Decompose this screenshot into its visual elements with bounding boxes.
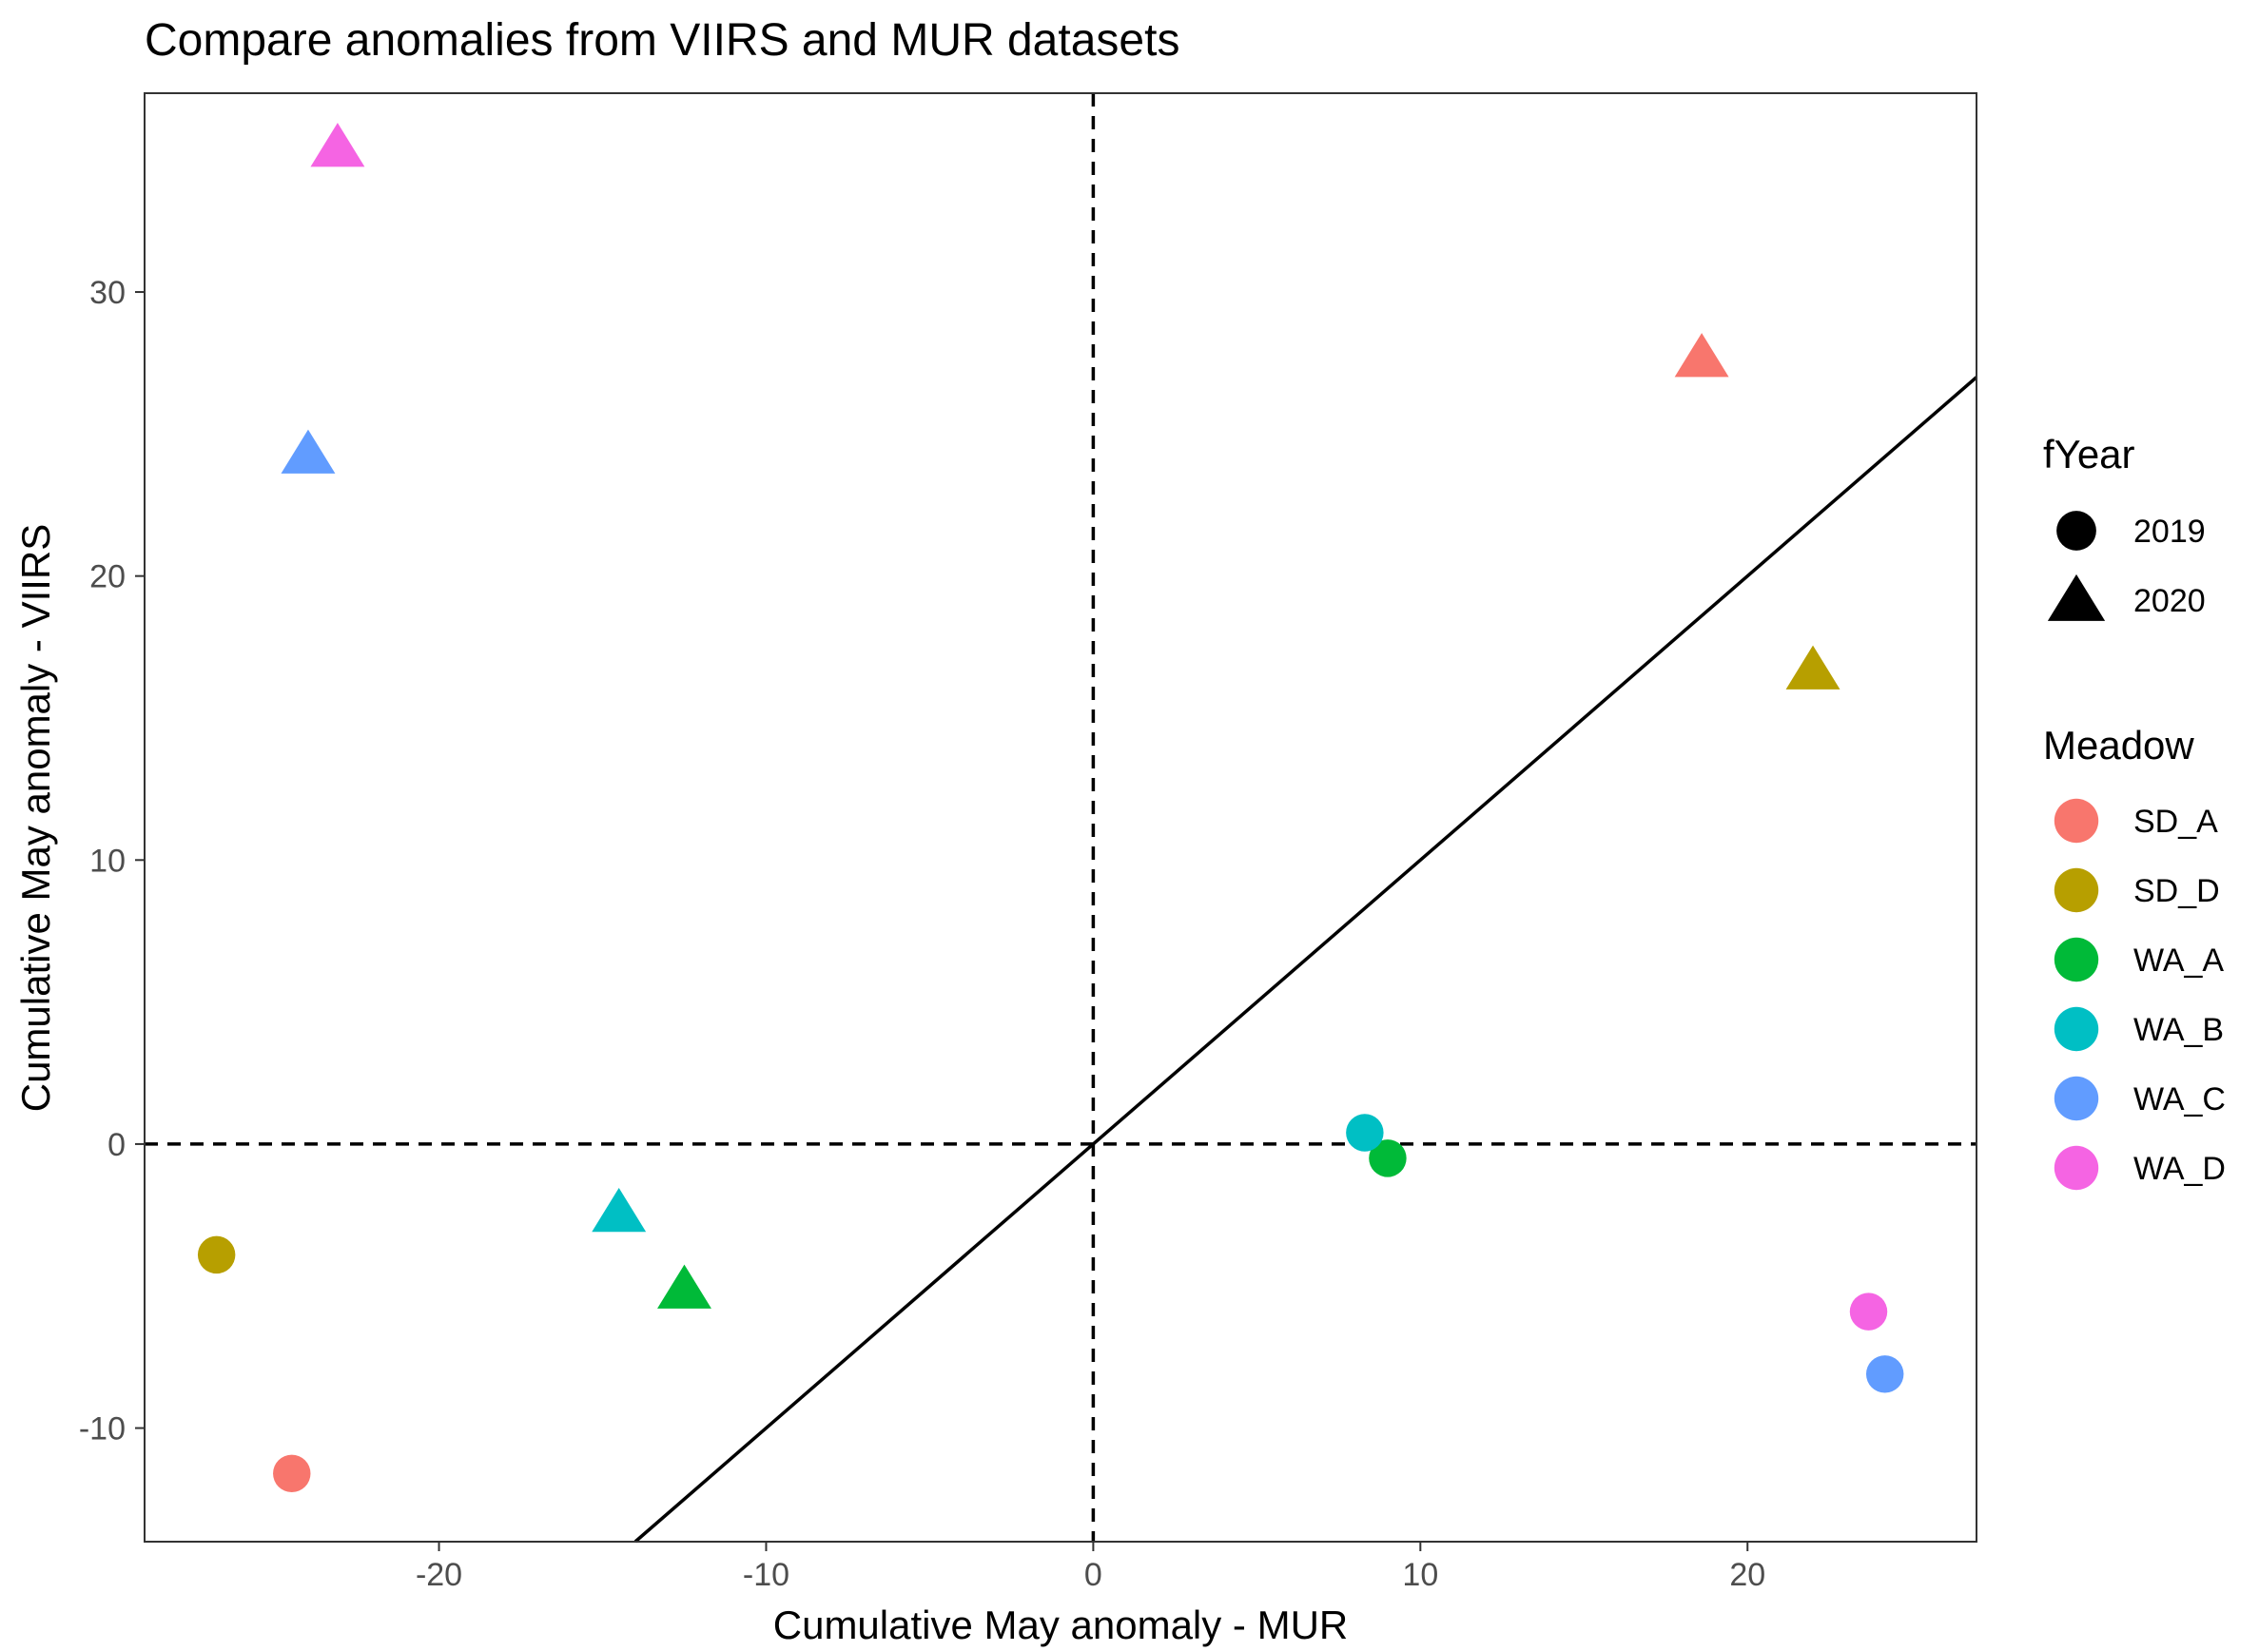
legend-label-sd-a: SD_A <box>2133 804 2218 840</box>
x-tick-label: 20 <box>1729 1557 1765 1593</box>
legend-label-wa-d: WA_D <box>2133 1151 2226 1187</box>
legend-label-2019: 2019 <box>2133 514 2206 550</box>
point-wa-a-2020 <box>657 1264 711 1309</box>
point-wa-a-2019 <box>1369 1139 1407 1177</box>
legend-key-wa-d <box>2054 1145 2099 1191</box>
plot-panel <box>145 93 1977 1542</box>
plot-border <box>144 92 1977 1543</box>
y-tick-label: 10 <box>89 843 126 879</box>
legend-label-2020: 2020 <box>2133 583 2206 619</box>
legend-label-wa-b: WA_B <box>2133 1012 2224 1048</box>
point-sd-d-2019 <box>197 1235 236 1274</box>
legend-key-wa-a <box>2054 937 2099 982</box>
identity-line <box>633 376 1978 1544</box>
legend-label-wa-a: WA_A <box>2133 943 2224 979</box>
legend-title-meadow: Meadow <box>2043 723 2194 768</box>
chart-title: Compare anomalies from VIIRS and MUR dat… <box>145 15 1179 66</box>
x-tick-label: 10 <box>1402 1557 1438 1593</box>
legend-key-2019 <box>2056 511 2096 551</box>
point-wa-d-2020 <box>310 123 365 167</box>
x-tick-label: -20 <box>416 1557 462 1593</box>
y-tick-label: -10 <box>79 1411 126 1448</box>
x-tick-label: -10 <box>743 1557 789 1593</box>
legend-label-sd-d: SD_D <box>2133 873 2220 909</box>
point-wa-d-2019 <box>1849 1292 1888 1331</box>
point-sd-a-2020 <box>1674 333 1729 378</box>
point-wa-c-2019 <box>1865 1355 1904 1393</box>
legend-key-2020 <box>2047 573 2106 621</box>
reference-lines <box>145 93 1978 1544</box>
legend-label-wa-c: WA_C <box>2133 1081 2226 1118</box>
point-wa-b-2019 <box>1346 1114 1384 1152</box>
x-axis-title: Cumulative May anomaly - MUR <box>773 1603 1349 1647</box>
legend-key-sd-a <box>2054 798 2099 844</box>
x-tick-label: 0 <box>1084 1557 1102 1593</box>
legend-title-fyear: fYear <box>2043 432 2135 476</box>
legend-key-wa-b <box>2054 1006 2099 1052</box>
y-tick-label: 30 <box>89 275 126 311</box>
point-sd-d-2020 <box>1785 645 1840 690</box>
point-wa-b-2020 <box>592 1187 647 1233</box>
y-axis: -10 0 10 20 30 <box>79 275 145 1448</box>
y-tick-label: 20 <box>89 559 126 595</box>
points-layer <box>197 123 1904 1493</box>
legend-key-wa-c <box>2054 1076 2099 1121</box>
legend: fYear 2019 2020 Meadow SD_A SD_D WA_A WA_B WA_C W… <box>2043 432 2226 1191</box>
point-sd-a-2019 <box>273 1454 311 1493</box>
y-tick-label: 0 <box>107 1127 126 1163</box>
y-axis-title: Cumulative May anomaly - VIIRS <box>13 524 58 1113</box>
x-axis: -20 -10 0 10 20 <box>416 1542 1765 1593</box>
legend-key-sd-d <box>2054 867 2099 913</box>
point-wa-c-2020 <box>281 429 336 474</box>
